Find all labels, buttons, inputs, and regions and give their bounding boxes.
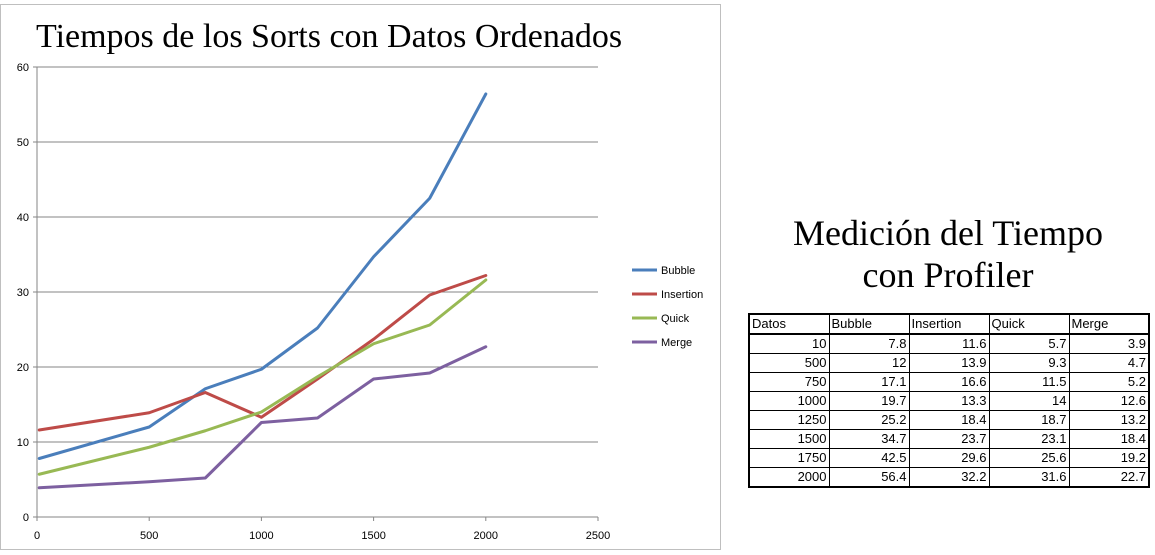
table-row: 1500 34.7 23.7 23.1 18.4 — [748, 429, 1150, 449]
table-header-row: Datos Bubble Insertion Quick Merge — [748, 313, 1150, 335]
table-cell: 23.7 — [908, 429, 990, 449]
table-cell: 31.6 — [988, 467, 1070, 488]
table-cell: 42.5 — [828, 448, 910, 468]
table-row: 1000 19.7 13.3 14 12.6 — [748, 391, 1150, 411]
table-heading-line-1: Medición del Tiempo — [792, 213, 1103, 253]
series-layer — [37, 92, 488, 490]
line-chart: Tiempos de los Sorts con Datos Ordenados… — [17, 18, 703, 542]
table-cell: 13.3 — [908, 391, 990, 411]
table-row: 500 12 13.9 9.3 4.7 — [748, 353, 1150, 373]
table-cell: 750 — [748, 372, 830, 392]
table-cell: 1750 — [748, 448, 830, 468]
y-tick-label: 60 — [17, 62, 29, 74]
table-cell: 23.1 — [988, 429, 1070, 449]
x-tick-label: 0 — [34, 530, 40, 542]
chart-frame: Tiempos de los Sorts con Datos Ordenados… — [0, 4, 721, 550]
table-row: 2000 56.4 32.2 31.6 22.7 — [748, 467, 1150, 488]
header-cell: Insertion — [908, 313, 990, 335]
table-cell: 11.5 — [988, 372, 1070, 392]
table-cell: 25.2 — [828, 410, 910, 430]
x-tick-label: 1500 — [361, 530, 385, 542]
series-line-quick — [37, 278, 488, 476]
y-tick-label: 0 — [23, 512, 29, 524]
table-cell: 17.1 — [828, 372, 910, 392]
legend-label-quick: Quick — [661, 313, 690, 325]
table-cell: 2000 — [748, 467, 830, 488]
table-cell: 13.2 — [1068, 410, 1150, 430]
table-cell: 18.4 — [1068, 429, 1150, 449]
table-cell: 29.6 — [908, 448, 990, 468]
table-cell: 1000 — [748, 391, 830, 411]
table-cell: 32.2 — [908, 467, 990, 488]
y-tick-label: 30 — [17, 287, 29, 299]
table-cell: 14 — [988, 391, 1070, 411]
table-cell: 9.3 — [988, 353, 1070, 373]
legend-label-insertion: Insertion — [661, 289, 703, 301]
table-cell: 13.9 — [908, 353, 990, 373]
legend-label-merge: Merge — [661, 337, 692, 349]
x-tick-label: 2500 — [586, 530, 610, 542]
table-row: 10 7.8 11.6 5.7 3.9 — [748, 333, 1150, 354]
header-cell: Datos — [748, 313, 830, 335]
table-cell: 56.4 — [828, 467, 910, 488]
table-cell: 18.7 — [988, 410, 1070, 430]
series-line-merge — [37, 345, 488, 490]
table-cell: 16.6 — [908, 372, 990, 392]
x-tick-label: 2000 — [474, 530, 498, 542]
table-cell: 5.2 — [1068, 372, 1150, 392]
y-tick-label: 40 — [17, 212, 29, 224]
table-cell: 19.2 — [1068, 448, 1150, 468]
table-cell: 500 — [748, 353, 830, 373]
table-cell: 34.7 — [828, 429, 910, 449]
table-cell: 7.8 — [828, 333, 910, 354]
table-row: 750 17.1 16.6 11.5 5.2 — [748, 372, 1150, 392]
table-cell: 1500 — [748, 429, 830, 449]
table-row: 1250 25.2 18.4 18.7 13.2 — [748, 410, 1150, 430]
header-cell: Bubble — [828, 313, 910, 335]
table-cell: 12.6 — [1068, 391, 1150, 411]
series-line-bubble — [37, 92, 488, 460]
legend-label-bubble: Bubble — [661, 265, 695, 277]
table-heading-line-2: con Profiler — [862, 255, 1034, 295]
table-row: 1750 42.5 29.6 25.6 19.2 — [748, 448, 1150, 468]
table-heading: Medición del Tiempo con Profiler — [748, 212, 1148, 296]
header-cell: Quick — [988, 313, 1070, 335]
table-cell: 18.4 — [908, 410, 990, 430]
x-tick-label: 500 — [140, 530, 158, 542]
chart-title: Tiempos de los Sorts con Datos Ordenados — [36, 18, 622, 55]
table-cell: 5.7 — [988, 333, 1070, 354]
y-tick-label: 50 — [17, 137, 29, 149]
data-table: Datos Bubble Insertion Quick Merge 10 7.… — [748, 313, 1150, 488]
table-cell: 3.9 — [1068, 333, 1150, 354]
table-cell: 10 — [748, 333, 830, 354]
axis-layer: 0 10 20 30 40 50 60 0 500 1000 1500 2000 2500 — [17, 62, 610, 542]
table-cell: 22.7 — [1068, 467, 1150, 488]
y-tick-label: 20 — [17, 362, 29, 374]
series-line-insertion — [37, 274, 488, 432]
table-cell: 19.7 — [828, 391, 910, 411]
header-cell: Merge — [1068, 313, 1150, 335]
table-cell: 1250 — [748, 410, 830, 430]
y-tick-label: 10 — [17, 437, 29, 449]
table-cell: 4.7 — [1068, 353, 1150, 373]
table-cell: 12 — [828, 353, 910, 373]
legend: Bubble Insertion Quick Merge — [632, 265, 703, 349]
table-cell: 25.6 — [988, 448, 1070, 468]
x-tick-label: 1000 — [249, 530, 273, 542]
grid-layer — [37, 66, 598, 443]
table-cell: 11.6 — [908, 333, 990, 354]
